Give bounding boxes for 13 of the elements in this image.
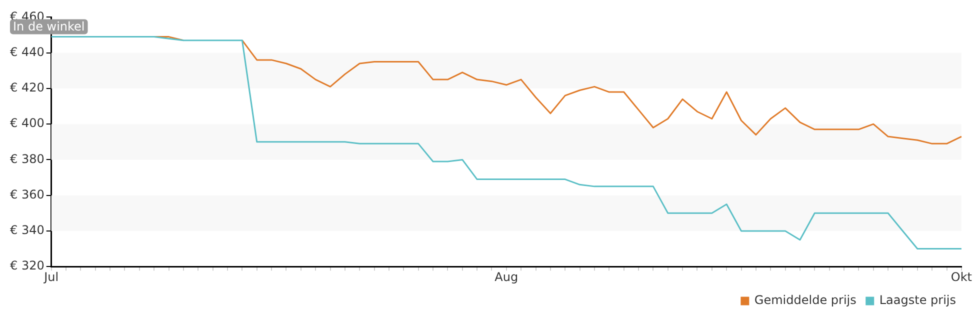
- y-tick-label: € 400: [10, 116, 44, 130]
- annotation: In de winkel: [13, 19, 85, 34]
- x-tick-label: Aug: [494, 270, 518, 284]
- y-tick-label: € 420: [10, 80, 44, 95]
- y-tick-label: € 320: [10, 258, 44, 273]
- y-tick-label: € 360: [10, 187, 44, 202]
- y-tick-label: € 380: [10, 152, 44, 166]
- legend-label: Gemiddelde prijs: [754, 293, 856, 308]
- x-tick-label: Okt: [950, 270, 972, 284]
- y-tick-label: € 340: [10, 223, 44, 238]
- x-tick-label: Jul: [43, 270, 59, 284]
- legend-label: Laagste prijs: [879, 293, 956, 308]
- y-tick-label: € 440: [10, 44, 44, 59]
